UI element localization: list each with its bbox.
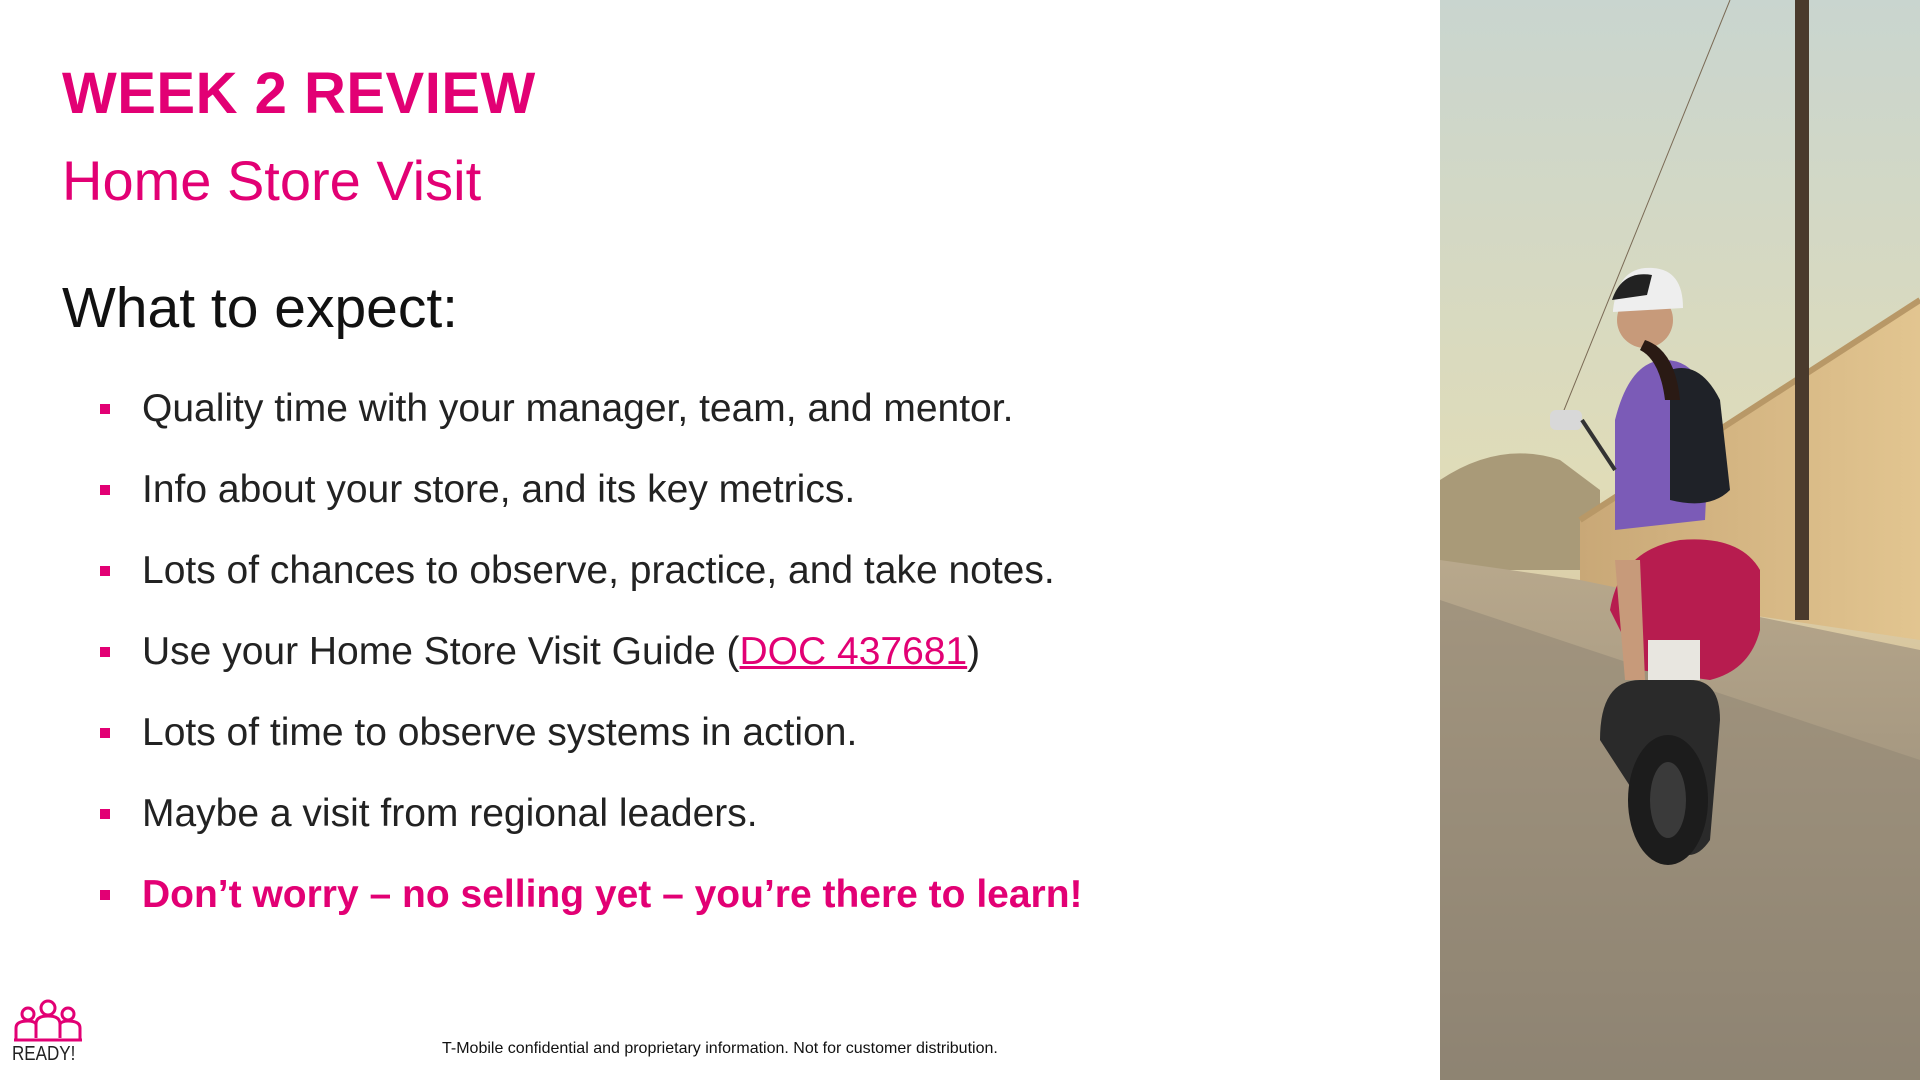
bullet-text: Quality time with your manager, team, an… — [142, 386, 1014, 430]
slide-content: WEEK 2 REVIEW Home Store Visit What to e… — [12, 61, 1083, 1065]
square-bullet-icon — [100, 403, 110, 414]
square-bullet-icon — [100, 565, 110, 576]
footer-disclaimer: T-Mobile confidential and proprietary in… — [442, 1040, 998, 1057]
square-bullet-icon — [100, 727, 110, 738]
bullet-text: Info about your store, and its key metri… — [142, 467, 856, 511]
bullet-item: Maybe a visit from regional leaders. — [100, 773, 1083, 854]
slide-title: WEEK 2 REVIEW — [62, 61, 536, 126]
bullet-item: Lots of chances to observe, practice, an… — [100, 530, 1083, 611]
bullet-text: Lots of time to observe systems in actio… — [142, 710, 858, 754]
square-bullet-icon — [100, 484, 110, 495]
bullet-text-prefix: Use your Home Store Visit Guide ( — [142, 629, 740, 673]
bullet-item-emphasis: Don’t worry – no selling yet – you’re th… — [100, 854, 1083, 935]
bullet-item: Lots of time to observe systems in actio… — [100, 692, 1083, 773]
section-heading: What to expect: — [62, 276, 459, 340]
bullet-text: Don’t worry – no selling yet – you’re th… — [142, 872, 1083, 916]
square-bullet-icon — [100, 889, 110, 900]
bullet-text: Maybe a visit from regional leaders. — [142, 791, 758, 835]
square-bullet-icon — [100, 646, 110, 657]
bullet-item: Quality time with your manager, team, an… — [100, 368, 1083, 449]
bullet-text: Lots of chances to observe, practice, an… — [142, 548, 1055, 592]
square-bullet-icon — [100, 808, 110, 819]
logo-text: READY! — [12, 1043, 76, 1065]
scooter-rider-photo — [1440, 0, 1920, 1080]
bullet-text-suffix: ) — [967, 629, 981, 673]
doc-link[interactable]: DOC 437681 — [739, 629, 968, 673]
slide-subtitle: Home Store Visit — [62, 149, 482, 212]
ready-people-icon — [14, 999, 82, 1042]
bullet-list: Quality time with your manager, team, an… — [100, 368, 1083, 935]
bullet-item: Info about your store, and its key metri… — [100, 449, 1083, 530]
bullet-item: Use your Home Store Visit Guide (DOC 437… — [100, 611, 1083, 692]
bullet-text: Use your Home Store Visit Guide (DOC 437… — [142, 630, 980, 674]
